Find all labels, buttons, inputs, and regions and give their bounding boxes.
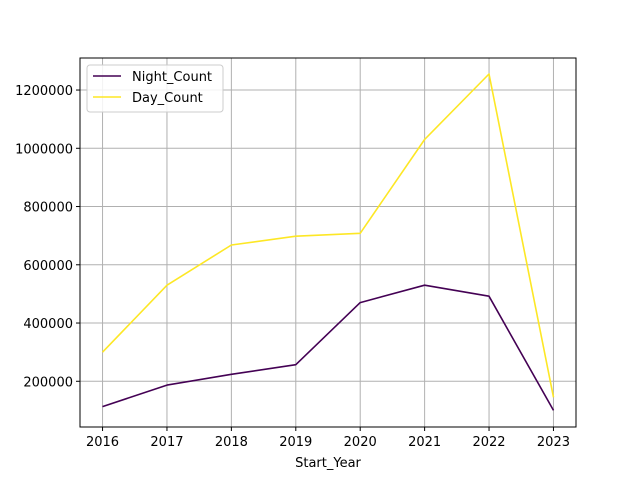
y-tick-label: 1200000 bbox=[15, 84, 73, 99]
x-tick-label: 2017 bbox=[150, 435, 183, 450]
y-axis-ticks: 200000 400000 600000 800000 1000000 1200000 bbox=[15, 84, 80, 390]
x-axis-ticks: 2016 2017 2018 2019 2020 2021 2022 2023 bbox=[86, 427, 570, 450]
x-tick-label: 2019 bbox=[279, 435, 312, 450]
y-tick-label: 600000 bbox=[23, 259, 73, 274]
grid bbox=[80, 58, 576, 427]
x-tick-label: 2021 bbox=[408, 435, 441, 450]
series-lines bbox=[101, 73, 555, 411]
x-axis-label: Start_Year bbox=[295, 456, 361, 471]
series-line-night-count bbox=[102, 284, 555, 411]
x-tick-label: 2022 bbox=[472, 435, 505, 450]
x-tick-label: 2016 bbox=[86, 435, 119, 450]
plot-frame bbox=[79, 57, 577, 428]
y-tick-label: 400000 bbox=[23, 317, 73, 332]
y-tick-label: 800000 bbox=[23, 201, 73, 216]
plot-area bbox=[80, 58, 576, 427]
legend: Night_Count Day_Count bbox=[86, 64, 224, 113]
x-tick-label: 2018 bbox=[215, 435, 248, 450]
y-tick-label: 1000000 bbox=[15, 142, 73, 157]
legend-label-day-count: Day_Count bbox=[132, 91, 203, 106]
series-line-day-count bbox=[101, 73, 555, 398]
x-tick-label: 2023 bbox=[537, 435, 570, 450]
x-tick-label: 2020 bbox=[344, 435, 377, 450]
legend-label-night-count: Night_Count bbox=[132, 70, 212, 85]
y-tick-label: 200000 bbox=[23, 375, 73, 390]
